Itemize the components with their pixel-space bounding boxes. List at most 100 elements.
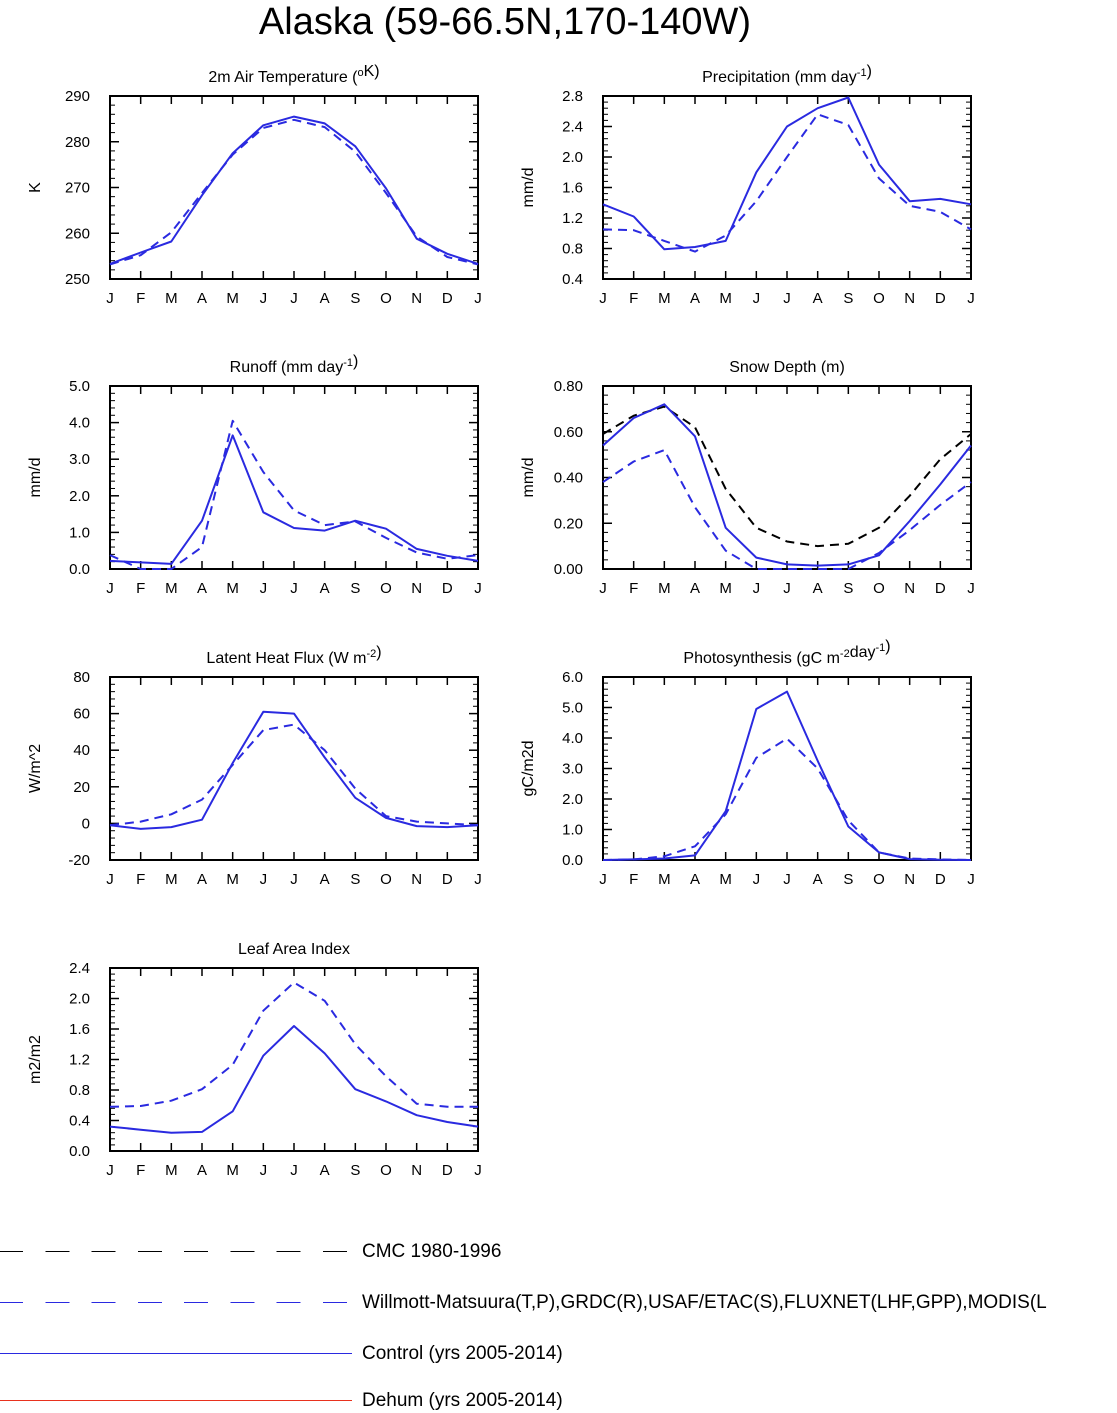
x-tick-label: J [106,580,114,597]
y-tick-label: 1.6 [69,1021,90,1038]
legend-label-control: Control (yrs 2005-2014) [362,1343,563,1364]
x-tick-label: A [197,290,207,307]
x-tick-label: M [226,1162,239,1179]
x-tick-label: O [380,871,392,888]
chart-panel-6: J F M A M J J A S O N D J 0.0 1.0 2.0 3.0 4.0 5.0 6.0 gC/m2d… [520,638,975,888]
y-tick-label: 4.0 [562,730,583,747]
y-tick-label: 0.0 [69,561,90,578]
x-tick-label: A [813,580,823,597]
x-tick-label: F [629,290,638,307]
x-tick-label: J [290,580,298,597]
series-line-control [109,1025,479,1134]
legend-swatch-cmc [0,1251,352,1252]
x-tick-label: J [599,580,607,597]
y-tick-label: 1.0 [69,524,90,541]
y-tick-label: -20 [68,852,90,869]
x-tick-label: F [136,871,145,888]
y-tick-label: 80 [73,669,90,686]
y-tick-label: 0.60 [554,424,583,441]
x-tick-label: J [474,580,482,597]
x-tick-label: N [411,580,422,597]
y-tick-label: 2.4 [562,119,583,136]
x-tick-label: O [380,290,392,307]
x-tick-label: J [753,580,761,597]
x-tick-label: A [690,871,700,888]
x-tick-label: J [967,580,975,597]
y-tick-label: 3.0 [562,761,583,778]
y-tick-label: 1.6 [562,180,583,197]
y-tick-label: 2.0 [69,991,90,1008]
x-tick-label: N [411,1162,422,1179]
x-tick-label: J [474,290,482,307]
chart-panel-5: J F M A M J J A S O N D J -20 0 20 40 60 80 W/m^2 Latent Hea… [27,644,482,888]
x-tick-label: M [226,580,239,597]
legend-swatch-dehum [0,1400,352,1401]
x-tick-label: O [380,580,392,597]
x-tick-label: A [197,580,207,597]
series-line-control [109,434,479,565]
chart-panel-4: J F M A M J J A S O N D J 0.00 0.20 0.40 0.60 0.80 mm/d Sno… [520,359,975,597]
legend-swatch-control [0,1353,352,1354]
y-tick-label: 0.40 [554,470,583,487]
x-tick-label: J [106,871,114,888]
y-tick-label: 40 [73,742,90,759]
x-tick-label: F [629,871,638,888]
y-axis-label: W/m^2 [27,744,44,793]
series-line-control [602,690,972,861]
legend-swatch-observations [0,1302,352,1303]
y-tick-label: 60 [73,706,90,723]
legend-label-observations: Willmott-Matsuura(T,P),GRDC(R),USAF/ETAC… [362,1292,1047,1313]
x-tick-label: O [873,290,885,307]
y-tick-label: 260 [65,225,90,242]
x-tick-label: M [658,580,671,597]
x-tick-label: A [690,580,700,597]
legend-item-control: Control (yrs 2005-2014) [0,1342,1117,1366]
x-tick-label: M [165,871,178,888]
chart-title: Latent Heat Flux (W m-2) [206,644,381,667]
y-tick-label: 0 [82,815,90,832]
x-tick-label: J [783,580,791,597]
series-line-fluxnet [109,723,479,827]
y-tick-label: 4.0 [69,415,90,432]
x-tick-label: D [935,580,946,597]
x-tick-label: A [197,871,207,888]
x-tick-label: J [753,871,761,888]
series-line-usaf-etac [602,449,972,570]
x-tick-label: F [629,580,638,597]
y-axis-label: gC/m2d [520,740,537,796]
x-tick-label: M [658,871,671,888]
plot-frame [602,676,972,861]
x-tick-label: F [136,580,145,597]
y-tick-label: 280 [65,134,90,151]
x-tick-label: D [442,1162,453,1179]
plot-frame [109,676,479,861]
y-tick-label: 1.2 [69,1052,90,1069]
series-line-modis [109,981,478,1108]
x-tick-label: M [165,1162,178,1179]
y-axis-label: m2/m2 [27,1035,44,1084]
x-tick-label: M [719,580,732,597]
chart-title: 2m Air Temperature (oK) [208,63,379,86]
y-tick-label: 0.00 [554,561,583,578]
x-tick-label: A [813,290,823,307]
x-tick-label: S [843,580,853,597]
y-tick-label: 0.0 [69,1143,90,1160]
y-tick-label: 20 [73,779,90,796]
x-tick-label: D [935,290,946,307]
series-line-control [109,710,479,830]
y-axis-label: K [27,182,44,193]
legend-item-observations: Willmott-Matsuura(T,P),GRDC(R),USAF/ETAC… [0,1291,1117,1315]
y-tick-label: 2.8 [562,88,583,105]
x-tick-label: O [873,580,885,597]
x-tick-label: O [380,1162,392,1179]
chart-title: Runoff (mm day-1) [230,353,359,376]
series-line-grdc [109,419,479,570]
y-tick-label: 1.0 [562,822,583,839]
x-tick-label: J [260,290,268,307]
y-tick-label: 0.8 [562,241,583,258]
y-tick-label: 2.0 [562,149,583,166]
x-tick-label: N [904,871,915,888]
x-tick-label: J [106,1162,114,1179]
chart-panel-3: J F M A M J J A S O N D J 0.0 1.0 2.0 3.0 4.0 5.0 mm/d Runof… [27,353,482,597]
x-tick-label: J [290,871,298,888]
